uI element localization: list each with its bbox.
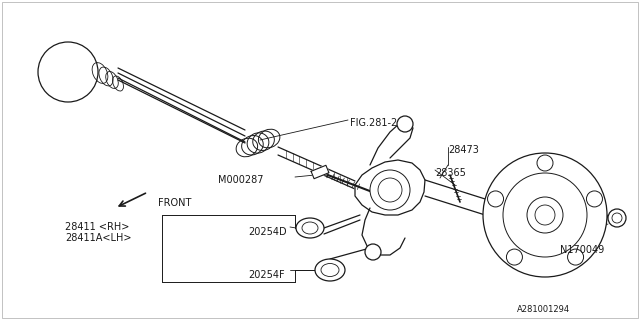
Polygon shape bbox=[362, 208, 405, 255]
Text: 28365: 28365 bbox=[435, 168, 466, 178]
Text: M000287: M000287 bbox=[218, 175, 264, 185]
Text: N170049: N170049 bbox=[560, 245, 604, 255]
Circle shape bbox=[38, 42, 98, 102]
Ellipse shape bbox=[315, 259, 345, 281]
Text: A281001294: A281001294 bbox=[517, 305, 570, 314]
Circle shape bbox=[488, 191, 504, 207]
Polygon shape bbox=[311, 165, 329, 179]
Text: 28473: 28473 bbox=[448, 145, 479, 155]
Text: 20254F: 20254F bbox=[248, 270, 285, 280]
Text: FIG.281-2: FIG.281-2 bbox=[350, 118, 397, 128]
Circle shape bbox=[527, 197, 563, 233]
Circle shape bbox=[586, 191, 602, 207]
Ellipse shape bbox=[296, 218, 324, 238]
Circle shape bbox=[608, 209, 626, 227]
Circle shape bbox=[506, 249, 522, 265]
Polygon shape bbox=[370, 122, 413, 165]
Text: 20254D: 20254D bbox=[248, 227, 287, 237]
Text: 28411 <RH>: 28411 <RH> bbox=[65, 222, 129, 232]
Circle shape bbox=[365, 244, 381, 260]
Circle shape bbox=[397, 116, 413, 132]
Circle shape bbox=[370, 170, 410, 210]
Polygon shape bbox=[355, 160, 425, 215]
Text: FRONT: FRONT bbox=[158, 198, 191, 208]
Circle shape bbox=[568, 249, 584, 265]
Circle shape bbox=[378, 178, 402, 202]
Circle shape bbox=[537, 155, 553, 171]
Circle shape bbox=[483, 153, 607, 277]
Text: 28411A<LH>: 28411A<LH> bbox=[65, 233, 131, 243]
